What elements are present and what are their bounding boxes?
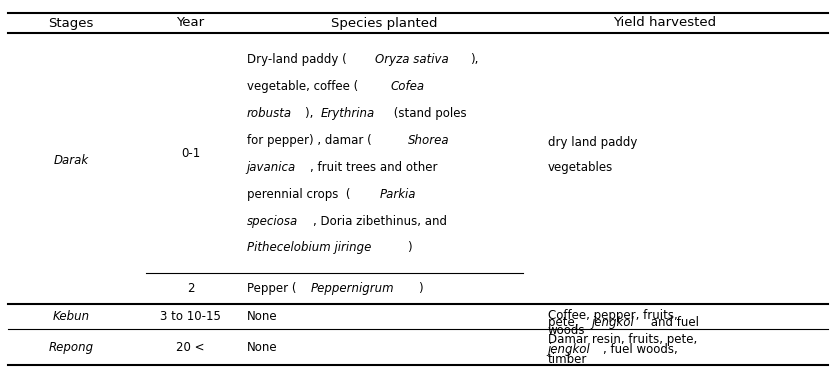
- Text: , fruit trees and other: , fruit trees and other: [310, 161, 438, 174]
- Text: ),: ),: [305, 107, 317, 120]
- Text: , fuel woods,: , fuel woods,: [603, 343, 677, 356]
- Text: woods: woods: [548, 324, 585, 337]
- Text: 3 to 10-15: 3 to 10-15: [161, 310, 221, 323]
- Text: ): ): [418, 282, 423, 295]
- Text: perennial crops  (: perennial crops (: [247, 188, 350, 201]
- Text: Cofea: Cofea: [390, 80, 425, 93]
- Text: speciosa: speciosa: [247, 215, 298, 227]
- Text: jengkol: jengkol: [548, 343, 590, 356]
- Text: vegetable, coffee (: vegetable, coffee (: [247, 80, 358, 93]
- Text: Stages: Stages: [48, 17, 94, 29]
- Text: Oryza sativa: Oryza sativa: [375, 53, 449, 66]
- Text: vegetables: vegetables: [548, 161, 613, 174]
- Text: Peppernigrum: Peppernigrum: [310, 282, 394, 295]
- Text: Species planted: Species planted: [331, 17, 438, 29]
- Text: timber: timber: [548, 353, 587, 367]
- Text: Erythrina: Erythrina: [320, 107, 375, 120]
- Text: 0-1: 0-1: [181, 146, 201, 160]
- Text: Pepper (: Pepper (: [247, 282, 296, 295]
- Text: and fuel: and fuel: [647, 316, 699, 329]
- Text: , Doria zibethinus, and: , Doria zibethinus, and: [313, 215, 446, 227]
- Text: 20 <: 20 <: [176, 341, 205, 354]
- Text: 2: 2: [187, 282, 194, 295]
- Text: Pithecelobium jiringe: Pithecelobium jiringe: [247, 241, 371, 254]
- Text: ),: ),: [471, 53, 479, 66]
- Text: None: None: [247, 310, 278, 323]
- Text: pete,: pete,: [548, 316, 582, 329]
- Text: robusta: robusta: [247, 107, 292, 120]
- Text: None: None: [247, 341, 278, 354]
- Text: Dry-land paddy (: Dry-land paddy (: [247, 53, 346, 66]
- Text: (stand poles: (stand poles: [390, 107, 467, 120]
- Text: Coffee, pepper, fruits,: Coffee, pepper, fruits,: [548, 309, 677, 322]
- Text: jengkol: jengkol: [592, 316, 635, 329]
- Text: javanica: javanica: [247, 161, 296, 174]
- Text: Kebun: Kebun: [53, 310, 89, 323]
- Text: Year: Year: [176, 17, 205, 29]
- Text: Shorea: Shorea: [408, 134, 449, 147]
- Text: Parkia: Parkia: [380, 188, 416, 201]
- Text: dry land paddy: dry land paddy: [548, 135, 637, 149]
- Text: Damar resin, fruits, pete,: Damar resin, fruits, pete,: [548, 333, 697, 346]
- Text: Repong: Repong: [48, 341, 94, 354]
- Text: ): ): [407, 241, 411, 254]
- Text: Darak: Darak: [54, 155, 89, 167]
- Text: Yield harvested: Yield harvested: [613, 17, 716, 29]
- Text: for pepper) , damar (: for pepper) , damar (: [247, 134, 371, 147]
